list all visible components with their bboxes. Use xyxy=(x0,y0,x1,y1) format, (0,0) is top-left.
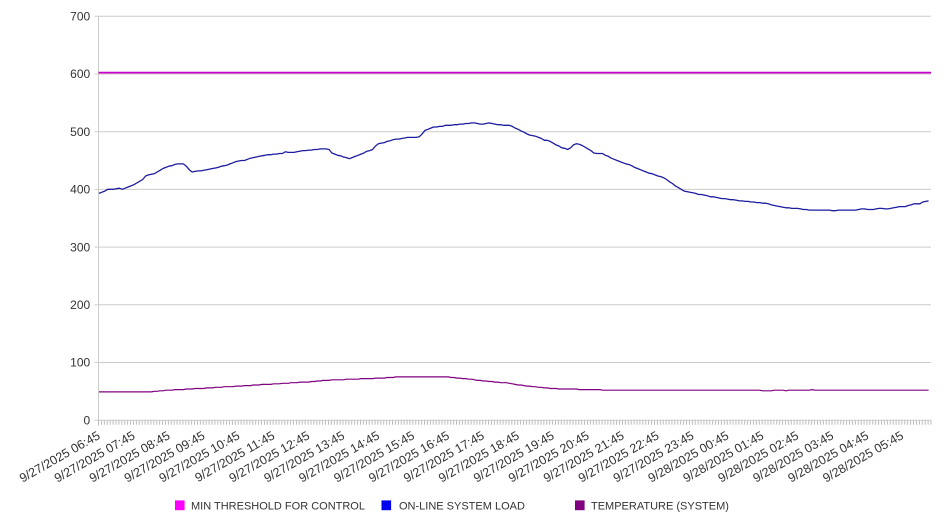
svg-text:ON-LINE SYSTEM LOAD: ON-LINE SYSTEM LOAD xyxy=(399,500,525,512)
svg-text:MIN THRESHOLD FOR CONTROL: MIN THRESHOLD FOR CONTROL xyxy=(191,500,365,512)
svg-text:200: 200 xyxy=(70,298,90,312)
svg-text:500: 500 xyxy=(70,125,90,139)
svg-text:0: 0 xyxy=(84,413,91,427)
svg-text:700: 700 xyxy=(70,10,90,24)
svg-text:100: 100 xyxy=(70,356,90,370)
svg-text:600: 600 xyxy=(70,67,90,81)
svg-text:300: 300 xyxy=(70,240,90,254)
svg-text:TEMPERATURE (SYSTEM): TEMPERATURE (SYSTEM) xyxy=(591,500,729,512)
svg-text:400: 400 xyxy=(70,183,90,197)
